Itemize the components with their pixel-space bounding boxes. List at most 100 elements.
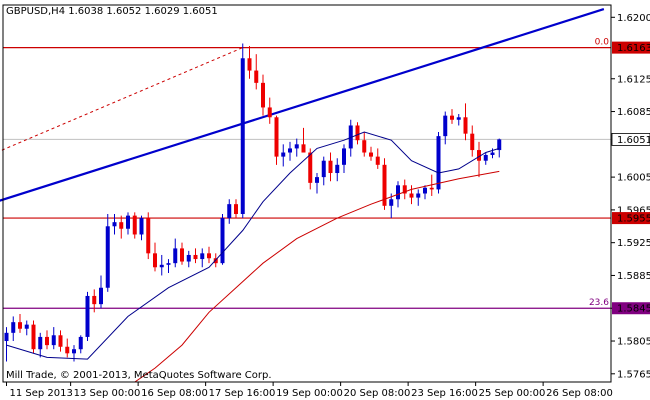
current-price-label: 1.6051 [617,135,650,146]
candle-42 [288,141,292,161]
candle-54 [369,146,373,161]
candle-69 [470,125,475,157]
candle-body-60 [409,193,414,198]
chart-title: GBPUSD,H4 1.6038 1.6052 1.6029 1.6051 [6,6,218,17]
candle-body-1 [11,322,16,333]
candle-body-49 [335,164,340,174]
x-tick-label-2: 16 Sep 08:00 [141,388,208,399]
candle-body-62 [423,187,427,194]
plot-frame [2,4,612,383]
candle-26 [180,242,184,265]
candle-60 [409,185,414,205]
candle-16 [112,213,117,235]
candle-22 [153,242,157,272]
candle-57 [389,193,394,219]
level-price-box-2 [612,302,650,315]
candle-body-37 [254,70,259,83]
candle-44 [301,127,306,153]
candle-7 [51,327,56,350]
candle-body-44 [301,144,306,153]
candles-layer [4,43,502,362]
candle-body-14 [99,287,103,305]
x-tick-label-5: 20 Sep 08:00 [344,388,411,399]
candle-body-13 [92,295,97,305]
candle-55 [375,148,380,169]
candle-body-39 [267,107,272,118]
candle-body-35 [240,58,245,214]
fib-label-0: 0.0 [595,38,610,48]
y-tick-label-6: 1.5885 [617,271,650,282]
candle-body-63 [429,187,434,190]
candle-body-25 [173,248,178,264]
candle-body-65 [443,115,448,137]
candle-body-46 [315,177,319,183]
candle-8 [58,330,63,352]
candle-body-40 [274,117,279,157]
current-price-box [611,133,650,146]
y-tick-label-5: 1.5925 [617,238,650,249]
candle-33 [227,199,232,224]
candle-61 [416,189,421,206]
x-tick-label-1: 13 Sep 00:00 [74,388,141,399]
candle-14 [99,275,103,309]
candle-body-58 [396,185,400,200]
candle-body-24 [166,263,171,265]
candle-66 [450,109,454,124]
candle-3 [24,320,29,336]
candle-body-70 [477,150,481,161]
candle-25 [173,238,178,268]
candle-body-8 [58,335,63,347]
candle-62 [423,185,427,200]
candle-body-43 [294,144,299,149]
candle-39 [267,97,272,124]
candle-body-53 [362,140,367,153]
candle-body-69 [470,133,475,151]
candle-body-68 [463,117,468,134]
candle-body-57 [389,199,394,206]
candle-40 [274,115,279,165]
candle-body-32 [220,218,225,264]
y-tick-label-2: 1.6085 [617,107,650,118]
candle-body-15 [105,226,110,288]
overlay-lines: 0.0 23.6 [0,8,611,309]
candle-body-54 [369,152,373,157]
candle-21 [146,212,151,260]
candle-body-38 [261,82,265,108]
candle-body-52 [355,125,360,141]
candle-body-56 [382,164,387,206]
candle-body-34 [234,204,238,214]
candle-body-64 [436,136,441,190]
candle-41 [281,144,286,167]
level-price-box-0 [612,41,650,54]
candle-body-16 [112,222,117,227]
candle-body-0 [4,332,9,342]
candle-body-3 [24,324,29,329]
x-tick-label-4: 19 Sep 00:00 [276,388,343,399]
candle-body-23 [159,264,164,268]
candle-body-26 [180,248,184,262]
candle-body-11 [78,336,83,350]
candle-body-10 [72,349,76,354]
candle-body-30 [207,253,211,259]
moving-averages [6,131,500,383]
candle-29 [200,248,205,268]
candle-body-17 [119,222,124,229]
candle-64 [436,132,441,194]
candle-19 [132,212,137,239]
candle-12 [85,291,90,342]
candle-30 [207,246,211,264]
candle-body-59 [402,185,407,194]
candle-47 [321,156,326,186]
candle-11 [78,335,83,354]
candle-body-36 [247,58,252,71]
candle-70 [477,141,481,178]
level-price-label-2: 1.5845 [617,304,650,315]
y-tick-label-4: 1.5965 [617,205,650,216]
y-tick-label-0: 1.6200 [617,13,650,24]
trendline [0,8,605,202]
candle-body-12 [85,295,90,337]
candle-28 [193,248,198,264]
candle-body-5 [38,336,43,350]
candle-body-61 [416,193,421,198]
